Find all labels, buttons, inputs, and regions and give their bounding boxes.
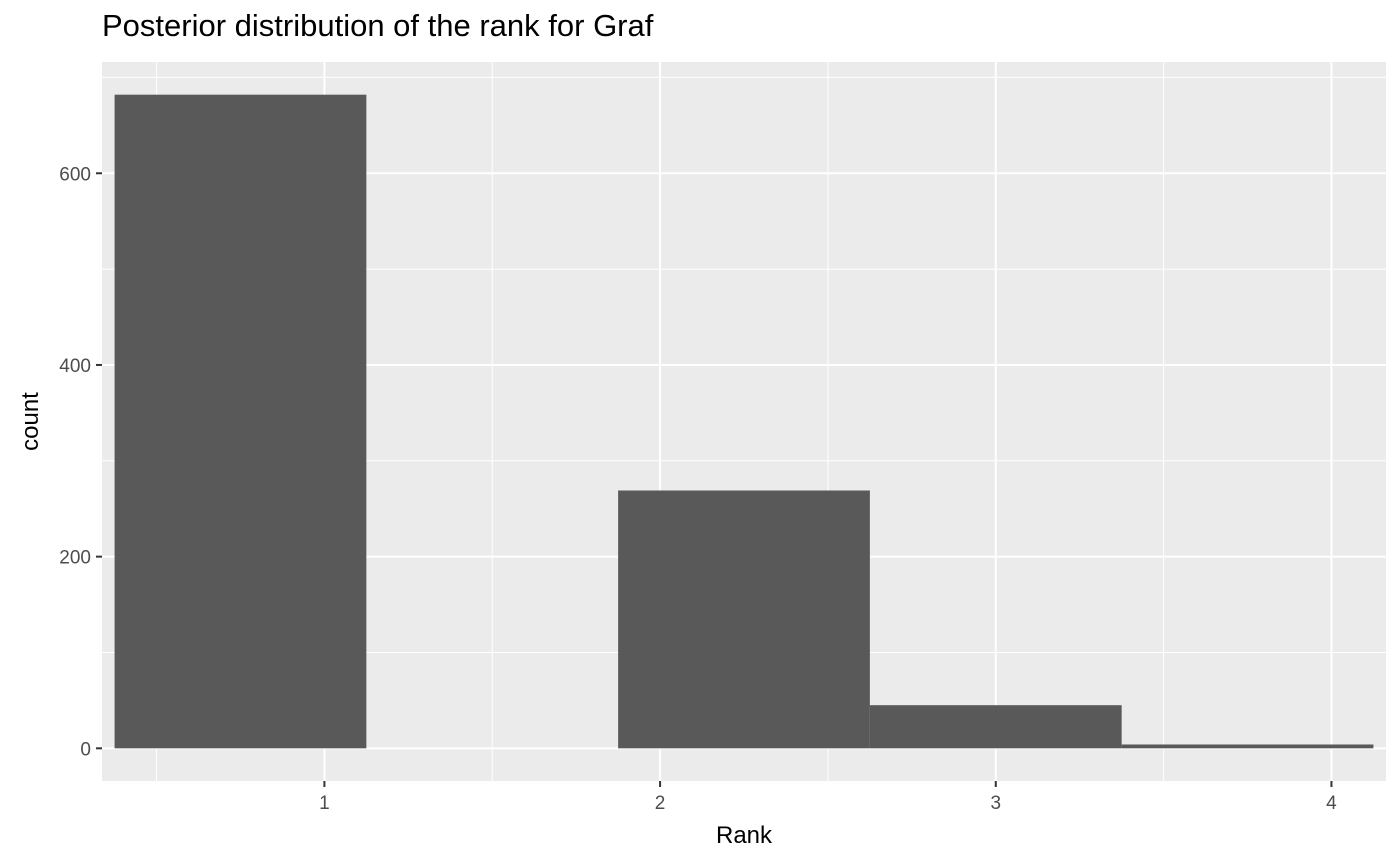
- x-tick-label: 4: [1326, 793, 1337, 814]
- x-axis: 1 2 3 4: [319, 781, 1337, 814]
- y-axis-title: count: [17, 392, 44, 451]
- y-tick-label: 200: [59, 548, 91, 569]
- y-tick-label: 600: [59, 164, 91, 185]
- bar-3: [618, 490, 870, 749]
- y-tick-label: 0: [80, 739, 91, 760]
- bar-1: [114, 94, 367, 749]
- bar-4: [869, 705, 1122, 749]
- x-tick-label: 1: [319, 793, 330, 814]
- x-axis-title: Rank: [716, 822, 773, 849]
- y-axis: 0 200 400 600: [59, 164, 102, 760]
- x-tick-label: 3: [990, 793, 1001, 814]
- y-tick-label: 400: [59, 356, 91, 377]
- bars: [114, 94, 1374, 749]
- chart-title: Posterior distribution of the rank for G…: [102, 8, 654, 43]
- bar-5: [1121, 744, 1374, 749]
- x-tick-label: 2: [655, 793, 666, 814]
